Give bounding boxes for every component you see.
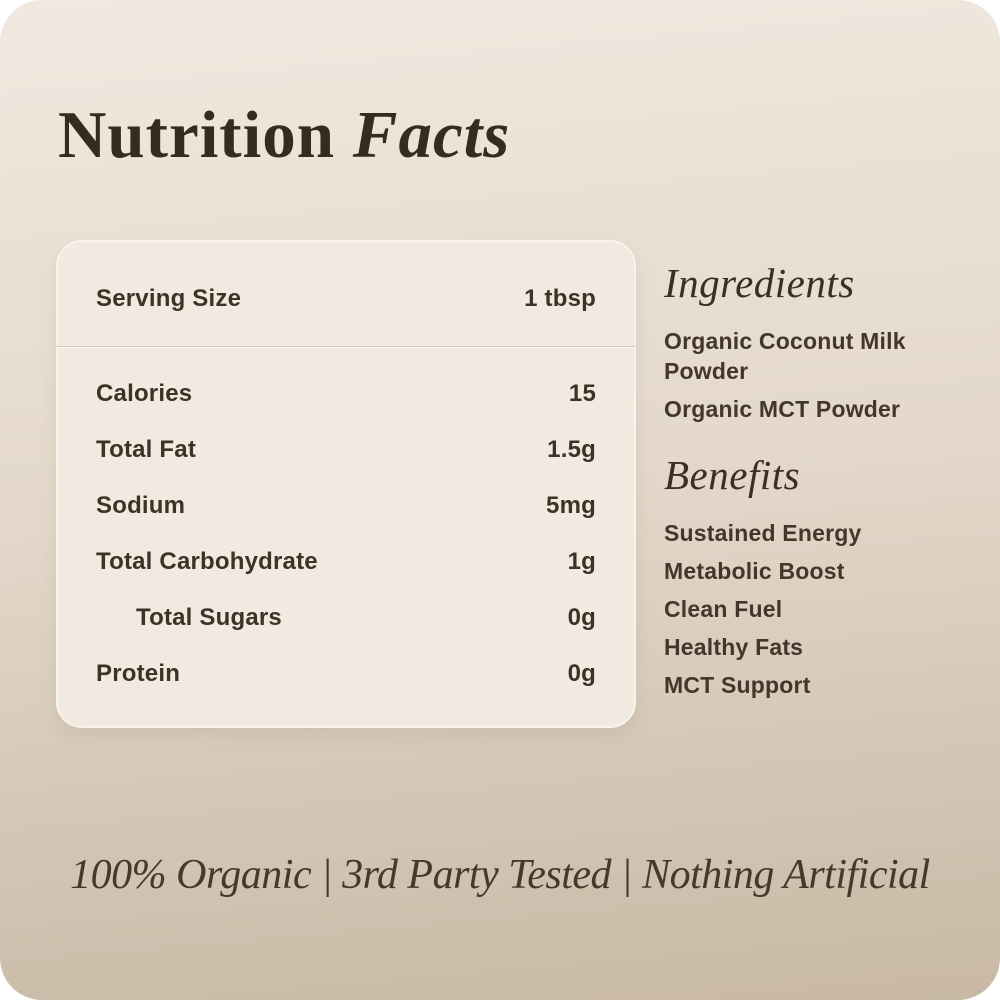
row-value: 1g (567, 548, 596, 575)
nutrition-row: Calories 15 (96, 381, 596, 407)
benefits-heading: Benefits (664, 452, 801, 498)
nutrition-row: Protein 0g (96, 661, 596, 687)
row-label: Total Carbohydrate (96, 548, 318, 575)
row-value: 1.5g (547, 436, 596, 463)
row-value: 1 tbsp (524, 285, 596, 312)
row-label: Protein (96, 660, 181, 687)
page-title-regular: Nutrition (58, 98, 335, 172)
nutrition-rows: Calories 15 Total Fat 1.5g Sodium 5mg To… (96, 381, 596, 687)
footer-tagline: 100% Organic | 3rd Party Tested | Nothin… (70, 852, 930, 898)
ingredient-item: Organic Coconut Milk Powder (664, 328, 906, 384)
serving-size-row: Serving Size 1 tbsp (96, 242, 596, 312)
benefit-item: Metabolic Boost (664, 558, 845, 584)
benefit-item: MCT Support (664, 672, 811, 698)
row-value: 0g (567, 604, 596, 631)
side-column: Ingredients Organic Coconut Milk Powder … (664, 258, 926, 708)
card-divider (56, 346, 636, 348)
ingredients-list: Organic Coconut Milk Powder Organic MCT … (664, 326, 926, 424)
row-label: Total Sugars (136, 604, 282, 631)
page-title: Nutrition Facts (58, 98, 510, 172)
nutrition-row-indented: Total Sugars 0g (96, 605, 596, 631)
row-label: Total Fat (96, 436, 197, 463)
nutrition-row: Total Fat 1.5g (96, 437, 596, 463)
benefit-item: Sustained Energy (664, 520, 862, 546)
ingredient-item: Organic MCT Powder (664, 396, 901, 422)
benefit-item: Clean Fuel (664, 596, 783, 622)
nutrition-row: Total Carbohydrate 1g (96, 549, 596, 575)
nutrition-row: Sodium 5mg (96, 493, 596, 519)
ingredients-heading: Ingredients (664, 260, 855, 306)
benefits-list: Sustained Energy Metabolic Boost Clean F… (664, 518, 926, 700)
page-title-italic: Facts (352, 98, 511, 172)
row-value: 5mg (546, 492, 596, 519)
row-label: Serving Size (96, 285, 242, 312)
nutrition-facts-card: Serving Size 1 tbsp Calories 15 Total Fa… (56, 240, 636, 728)
benefit-item: Healthy Fats (664, 634, 804, 660)
row-label: Sodium (96, 492, 186, 519)
row-value: 15 (568, 380, 596, 407)
row-label: Calories (96, 380, 193, 407)
row-value: 0g (567, 660, 596, 687)
